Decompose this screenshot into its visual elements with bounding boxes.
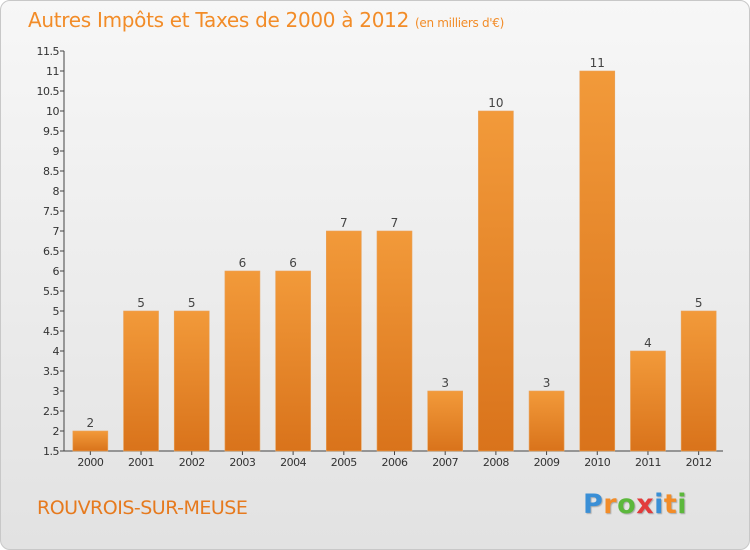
data-label: 3 [543,376,551,390]
x-tick-label: 2006 [382,456,408,469]
proxiti-logo: Proxiti [583,489,687,520]
data-label: 3 [441,376,449,390]
chart-data-labels: 2 5 5 6 6 7 7 3 10 3 11 4 5 [87,56,703,430]
data-label: 7 [391,216,399,230]
bar [528,390,565,452]
chart-bars [72,70,717,452]
data-label: 10 [488,96,503,110]
bar [275,270,311,452]
bar [478,110,514,452]
chart-title: Autres Impôts et Taxes de 2000 à 2012 (en… [28,8,504,32]
y-tick-label: 2.5 [43,405,59,418]
y-tick-label: 7.5 [43,205,59,218]
x-tick-label: 2002 [179,456,205,469]
logo-letter: i [677,489,688,520]
logo-letter: t [663,489,678,520]
y-tick-label: 11.5 [37,45,60,58]
y-tick-label: 9 [53,145,60,158]
x-tick-label: 2008 [483,456,509,469]
bar [173,310,210,452]
logo-letter: x [636,489,655,520]
x-tick-label: 2005 [331,456,357,469]
y-tick-label: 8.5 [43,165,59,178]
data-label: 11 [590,56,605,70]
x-tick-label: 2003 [229,456,255,469]
commune-name: ROUVROIS-SUR-MEUSE [37,497,248,519]
x-tick-label: 2004 [280,456,306,469]
y-tick-label: 5 [53,305,60,318]
logo-letter: o [617,489,637,520]
y-tick-label: 3 [53,385,60,398]
bar [326,230,362,452]
data-label: 5 [137,296,145,310]
bar [376,230,413,452]
bar [680,310,717,452]
y-tick-label: 6.5 [43,245,59,258]
y-tick-label: 10 [46,105,59,118]
bar [427,390,463,452]
data-label: 7 [340,216,348,230]
data-label: 6 [239,256,247,270]
bar [630,350,666,452]
x-tick-label: 2000 [77,456,103,469]
y-tick-label: 11 [46,65,59,78]
y-tick-label: 8 [53,185,60,198]
chart-title-text: Autres Impôts et Taxes de 2000 à 2012 [28,8,409,32]
y-tick-label: 9.5 [43,125,59,138]
x-tick-label: 2007 [432,456,458,469]
y-tick-label: 10.5 [37,85,60,98]
logo-letter: r [603,489,618,520]
x-tick-label: 2011 [635,456,661,469]
x-tick-label: 2001 [128,456,154,469]
bar [72,430,109,452]
data-label: 2 [87,416,95,430]
y-tick-label: 4 [53,345,60,358]
x-tick-label: 2010 [584,456,610,469]
y-tick-label: 3.5 [43,365,59,378]
y-tick-label: 2 [53,425,60,438]
bar [123,310,159,452]
chart-subtitle: (en milliers d'€) [415,16,505,30]
x-tick-label: 2009 [534,456,560,469]
data-label: 4 [644,336,652,350]
y-tick-label: 1.5 [43,445,59,458]
data-label: 6 [289,256,297,270]
y-tick-label: 5.5 [43,285,59,298]
data-label: 5 [188,296,196,310]
data-label: 5 [695,296,703,310]
bar [224,270,261,452]
y-tick-label: 4.5 [43,325,59,338]
chart-axes: 1.5 2 2.5 3 3.5 4 4.5 5 5.5 6 6.5 7 7.5 8 8.5 9 9.5 10 10.… [37,45,723,469]
logo-letter: i [654,489,664,520]
y-tick-label: 7 [53,225,60,238]
bar [579,70,616,452]
y-tick-label: 6 [53,265,60,278]
logo-letter: P [583,489,604,520]
x-tick-label: 2012 [686,456,712,469]
